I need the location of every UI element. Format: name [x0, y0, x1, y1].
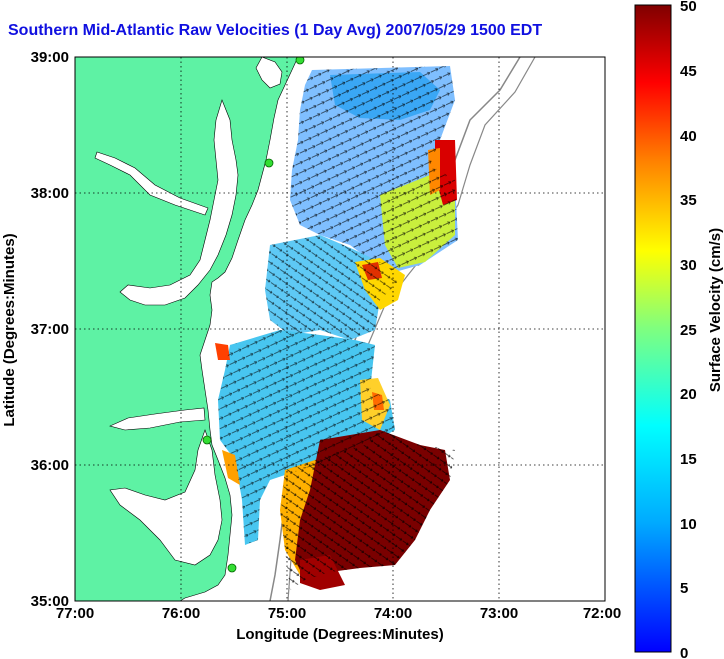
colorbar-label: Surface Velocity (cm/s): [707, 228, 724, 392]
colorbar-tick-label: 20: [680, 386, 697, 403]
colorbar-tick-label: 10: [680, 516, 697, 533]
y-tick-labels: 39:00 38:00 37:00 36:00 35:00: [31, 49, 69, 610]
colorbar-tick-label: 30: [680, 257, 697, 274]
colorbar-tick-labels: 50 45 40 35 30 25 20 15 10 5 0: [680, 0, 697, 659]
y-axis-label: Latitude (Degrees:Minutes): [1, 233, 18, 426]
x-axis-label: Longitude (Degrees:Minutes): [236, 626, 444, 643]
map-title: Southern Mid-Atlantic Raw Velocities (1 …: [8, 22, 543, 39]
y-tick-label: 37:00: [31, 321, 69, 338]
y-tick-label: 35:00: [31, 593, 69, 610]
y-tick-label: 38:00: [31, 185, 69, 202]
colorbar-tick-label: 25: [680, 322, 697, 339]
x-tick-labels: 77:00 76:00 75:00 74:00 73:00 72:00: [56, 605, 621, 622]
colorbar-tick-label: 35: [680, 192, 697, 209]
colorbar-tick-label: 5: [680, 580, 688, 597]
x-tick-label: 75:00: [268, 605, 306, 622]
velocity-vectors-southeast: [280, 430, 455, 590]
velocity-vectors-south: [218, 330, 395, 545]
colorbar: [634, 4, 672, 653]
delaware-bay: [255, 57, 283, 89]
pamlico-sound: [109, 429, 223, 566]
velocity-vectors-north: [290, 66, 458, 272]
colorbar-tick-label: 0: [680, 645, 688, 659]
colorbar-tick-label: 50: [680, 0, 697, 15]
graticule: [75, 57, 605, 601]
velocity-vectors-middle: [265, 235, 400, 340]
x-tick-label: 77:00: [56, 605, 94, 622]
colorbar-tick-label: 40: [680, 128, 697, 145]
x-tick-label: 76:00: [162, 605, 200, 622]
x-tick-label: 73:00: [480, 605, 518, 622]
colorbar-tick-label: 45: [680, 63, 697, 80]
y-tick-label: 39:00: [31, 49, 69, 66]
y-tick-label: 36:00: [31, 457, 69, 474]
colorbar-tick-label: 15: [680, 451, 697, 468]
x-tick-label: 74:00: [374, 605, 412, 622]
potomac-river: [94, 151, 209, 216]
x-tick-label: 72:00: [583, 605, 621, 622]
radar-sites: [202, 57, 305, 573]
